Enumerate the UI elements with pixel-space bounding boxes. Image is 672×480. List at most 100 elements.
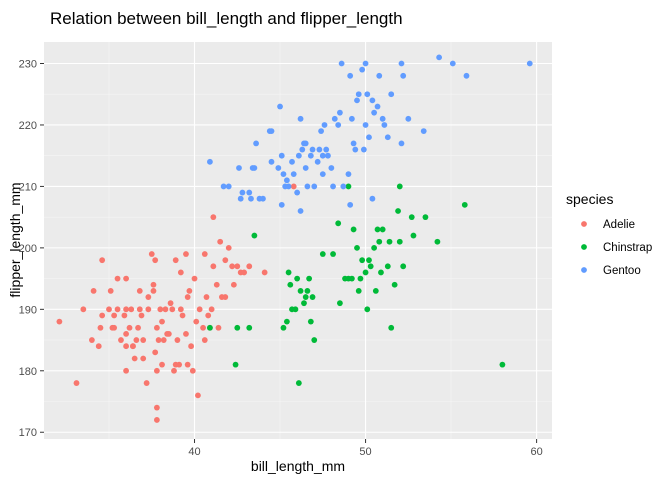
point-adelie — [191, 275, 198, 282]
point-adelie — [177, 306, 184, 313]
point-adelie — [123, 306, 130, 313]
legend-label-adelie: Adelie — [603, 219, 635, 231]
y-tick-label: 170 — [19, 427, 37, 439]
point-gentoo — [347, 201, 354, 208]
point-chinstrap — [285, 269, 292, 276]
point-chinstrap — [283, 318, 290, 325]
point-chinstrap — [354, 244, 360, 251]
point-adelie — [229, 263, 236, 270]
point-chinstrap — [434, 238, 441, 245]
point-adelie — [123, 331, 130, 337]
point-chinstrap — [410, 232, 417, 239]
point-adelie — [106, 306, 112, 313]
point-adelie — [133, 337, 140, 343]
point-adelie — [172, 257, 179, 264]
point-chinstrap — [388, 324, 395, 331]
point-chinstrap — [287, 281, 294, 288]
point-chinstrap — [350, 226, 357, 233]
point-adelie — [73, 380, 80, 386]
point-adelie — [246, 263, 253, 270]
point-adelie — [174, 337, 181, 343]
point-chinstrap — [499, 361, 506, 368]
point-gentoo — [251, 165, 258, 171]
point-chinstrap — [330, 251, 336, 257]
point-chinstrap — [371, 244, 378, 251]
point-adelie — [145, 294, 152, 300]
point-chinstrap — [396, 238, 403, 245]
point-adelie — [153, 367, 160, 374]
point-adelie — [183, 331, 189, 337]
point-gentoo — [321, 122, 328, 128]
point-gentoo — [463, 72, 470, 79]
point-gentoo — [355, 91, 362, 98]
point-adelie — [290, 183, 297, 190]
point-gentoo — [347, 72, 354, 79]
point-adelie — [99, 257, 106, 264]
point-gentoo — [526, 60, 533, 67]
point-gentoo — [220, 183, 227, 190]
point-gentoo — [319, 171, 326, 178]
point-gentoo — [345, 171, 352, 178]
point-gentoo — [331, 115, 338, 122]
point-adelie — [213, 281, 220, 288]
point-gentoo — [384, 134, 391, 141]
point-gentoo — [362, 60, 369, 67]
point-adelie — [152, 349, 159, 356]
point-adelie — [130, 343, 136, 350]
point-gentoo — [318, 128, 324, 135]
y-tick-label: 180 — [19, 366, 37, 378]
point-gentoo — [309, 146, 316, 153]
point-adelie — [153, 324, 160, 331]
x-tick-label: 60 — [530, 446, 542, 458]
point-gentoo — [436, 54, 443, 61]
point-adelie — [225, 244, 232, 251]
point-gentoo — [295, 152, 302, 159]
point-adelie — [157, 306, 164, 313]
point-gentoo — [364, 91, 371, 98]
point-gentoo — [350, 140, 357, 147]
point-gentoo — [362, 122, 369, 128]
point-chinstrap — [306, 275, 313, 282]
point-gentoo — [237, 195, 244, 202]
point-adelie — [189, 367, 196, 374]
point-adelie — [136, 306, 143, 313]
x-tick-label: 40 — [188, 446, 200, 458]
point-adelie — [111, 324, 118, 331]
point-gentoo — [280, 171, 287, 178]
point-adelie — [56, 318, 63, 325]
point-adelie — [222, 294, 229, 300]
point-gentoo — [307, 152, 314, 159]
legend-key-chinstrap — [581, 244, 587, 250]
point-adelie — [107, 287, 114, 294]
point-adelie — [171, 367, 177, 374]
point-gentoo — [374, 103, 381, 110]
point-gentoo — [294, 189, 301, 196]
point-chinstrap — [309, 294, 316, 300]
x-tick-label: 50 — [359, 446, 371, 458]
point-chinstrap — [357, 275, 364, 282]
point-gentoo — [379, 115, 386, 122]
point-chinstrap — [379, 226, 386, 233]
point-chinstrap — [461, 201, 468, 208]
point-gentoo — [376, 72, 383, 79]
point-chinstrap — [234, 324, 241, 331]
point-adelie — [160, 337, 167, 343]
point-adelie — [205, 312, 212, 319]
point-chinstrap — [246, 324, 253, 331]
point-chinstrap — [408, 214, 415, 221]
point-gentoo — [398, 60, 405, 67]
point-adelie — [195, 392, 201, 399]
point-gentoo — [323, 146, 330, 153]
point-adelie — [159, 361, 165, 368]
point-chinstrap — [280, 324, 287, 331]
point-adelie — [176, 361, 183, 368]
major-gridlines — [44, 42, 552, 439]
point-adelie — [186, 287, 193, 294]
legend: species Adelie Chinstrap Gentoo — [566, 191, 652, 277]
point-adelie — [138, 312, 145, 319]
point-chinstrap — [319, 251, 326, 257]
point-gentoo — [285, 183, 292, 190]
point-gentoo — [335, 122, 342, 128]
point-gentoo — [290, 171, 297, 178]
point-adelie — [188, 343, 194, 350]
